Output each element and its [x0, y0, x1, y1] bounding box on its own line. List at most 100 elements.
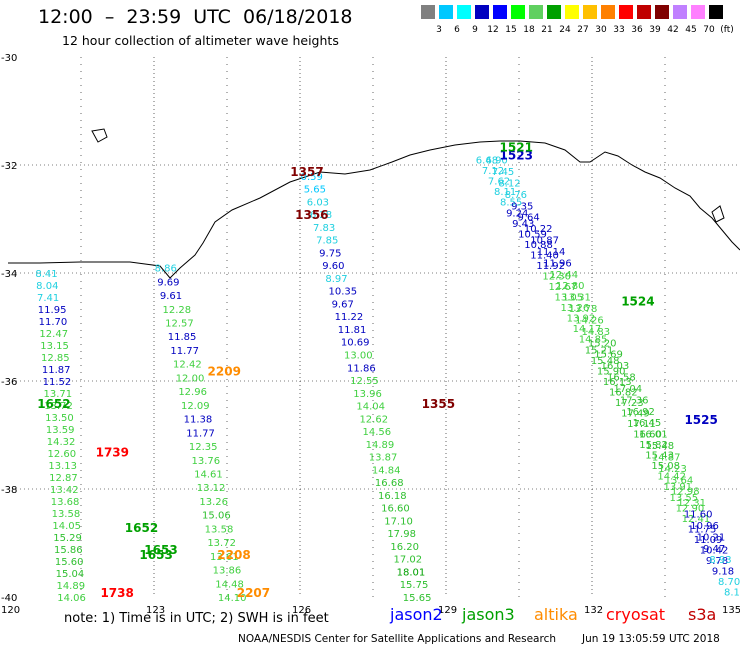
scale-label: 9: [472, 25, 478, 35]
wave-height-value: 8.86: [155, 264, 177, 275]
scale-swatch: [511, 5, 525, 19]
wave-height-value: 11.92: [536, 261, 565, 272]
wave-height-value: 13.87: [369, 453, 398, 464]
wave-height-value: 13.61: [210, 552, 239, 563]
wave-height-value: 0.59: [301, 172, 323, 183]
wave-height-value: 13.31: [562, 293, 591, 304]
wave-height-value: 9.47: [703, 544, 725, 555]
wave-height-value: 13.58: [205, 524, 234, 535]
wave-height-value: 15.82: [639, 440, 668, 451]
scale-label: 30: [595, 25, 607, 35]
scale-label: 27: [577, 25, 589, 35]
wave-height-value: 15.08: [651, 461, 680, 472]
wave-height-value: 8.55: [500, 198, 522, 209]
scale-label: 45: [685, 25, 697, 35]
wave-height-value: 13.42: [50, 485, 79, 496]
wave-height-value: 13.72: [44, 401, 73, 412]
scale-label: 12: [487, 25, 499, 35]
scale-swatch: [637, 5, 651, 19]
wave-height-value: 8.70: [718, 577, 740, 588]
wave-height-value: 6.03: [307, 197, 329, 208]
wave-height-value: 15.21: [585, 345, 614, 356]
wave-height-value: 12.87: [49, 473, 78, 484]
wave-height-value: 15.20: [588, 338, 617, 349]
scale-swatch: [547, 5, 561, 19]
wave-height-value: 12.57: [165, 319, 194, 330]
wave-height-value: 16.20: [390, 542, 419, 553]
wave-height-value: 12.28: [163, 305, 192, 316]
wave-height-value: 12.31: [677, 498, 706, 509]
wave-height-value: 13.15: [40, 341, 69, 352]
wave-height-value: 10.69: [341, 338, 370, 349]
map-title: 12:00 – 23:59 UTC 06/18/2018: [38, 6, 353, 28]
scale-label: 36: [631, 25, 643, 35]
wave-height-value: 13.05: [554, 293, 583, 304]
legend-jason2: jason2: [390, 605, 443, 624]
scale-swatch: [655, 5, 669, 19]
wave-height-value: 18.01: [397, 567, 426, 578]
longitude-label: 120: [1, 605, 20, 616]
wave-height-value: 7.12: [482, 166, 504, 177]
wave-height-value: 8.41: [35, 269, 57, 280]
wave-height-value: 10.87: [530, 236, 559, 247]
pass-time-label: 1653: [144, 543, 177, 557]
legend-jason3: jason3: [462, 605, 515, 624]
wave-height-value: 12.80: [556, 281, 585, 292]
legend-cryosat: cryosat: [606, 605, 666, 624]
wave-height-value: 9.78: [706, 556, 728, 567]
wave-height-value: 16.82: [609, 387, 638, 398]
wave-height-value: 12.09: [181, 401, 210, 412]
longitude-label: 126: [292, 605, 311, 616]
wave-height-value: 14.48: [215, 579, 244, 590]
wave-height-value: 15.43: [645, 451, 674, 462]
wave-height-value: 13.86: [213, 566, 242, 577]
scale-swatch: [475, 5, 489, 19]
wave-height-value: 9.60: [322, 261, 344, 272]
wave-height-value: 14.10: [218, 593, 247, 604]
wave-height-value: 14.06: [57, 593, 86, 604]
wave-height-value: 11.40: [530, 250, 559, 261]
longitude-label: 123: [146, 605, 165, 616]
wave-height-value: 14.05: [52, 521, 81, 532]
wave-height-value: 11.87: [42, 365, 71, 376]
wave-height-value: 5.65: [304, 185, 326, 196]
wave-height-value: 13.64: [665, 475, 694, 486]
wave-height-value: 13.13: [48, 461, 77, 472]
wave-height-value: 7.45: [492, 167, 514, 178]
wave-height-value: 14.23: [658, 464, 687, 475]
latitude-label: -32: [1, 161, 17, 172]
wave-height-value: 13.50: [45, 413, 74, 424]
wave-height-value: 15.90: [597, 366, 626, 377]
scale-swatch: [421, 5, 435, 19]
scale-label: 33: [613, 25, 625, 35]
wave-height-value: 14.84: [372, 465, 401, 476]
wave-height-value: 12.00: [176, 373, 205, 384]
graticule: [8, 57, 738, 597]
pass-time-label: 1525: [684, 413, 717, 427]
wave-height-value: 17.04: [613, 384, 642, 395]
wave-height-value: 13.76: [192, 456, 221, 467]
wave-height-value: 12.55: [350, 376, 379, 387]
wave-height-value: 13.26: [199, 497, 228, 508]
timestamp-text: Jun 19 13:05:59 UTC 2018: [582, 633, 720, 645]
wave-height-value: 13.96: [353, 389, 382, 400]
longitude-labels: 120 123 126 129 132 135: [1, 605, 740, 616]
wave-height-value: 9.67: [332, 299, 354, 310]
latitude-labels: -30 -32 -34 -36 -38 -40: [1, 53, 17, 604]
island-gulf: [711, 205, 725, 223]
latitude-label: -30: [1, 53, 17, 64]
wave-height-value: 15.48: [645, 441, 674, 452]
scale-swatch: [583, 5, 597, 19]
longitude-label: 135: [722, 605, 740, 616]
legend-s3a: s3a: [688, 605, 717, 624]
wave-height-value: 14.42: [657, 472, 686, 483]
wave-height-value: 7.62: [488, 177, 510, 188]
wave-height-value: 16.68: [375, 478, 404, 489]
wave-height-value: 8.04: [36, 281, 58, 292]
scale-label: 42: [667, 25, 679, 35]
scale-swatch: [709, 5, 723, 19]
wave-height-value: 13.58: [52, 509, 81, 520]
scale-label: 70: [703, 25, 715, 35]
wave-height-value: 13.55: [670, 493, 699, 504]
